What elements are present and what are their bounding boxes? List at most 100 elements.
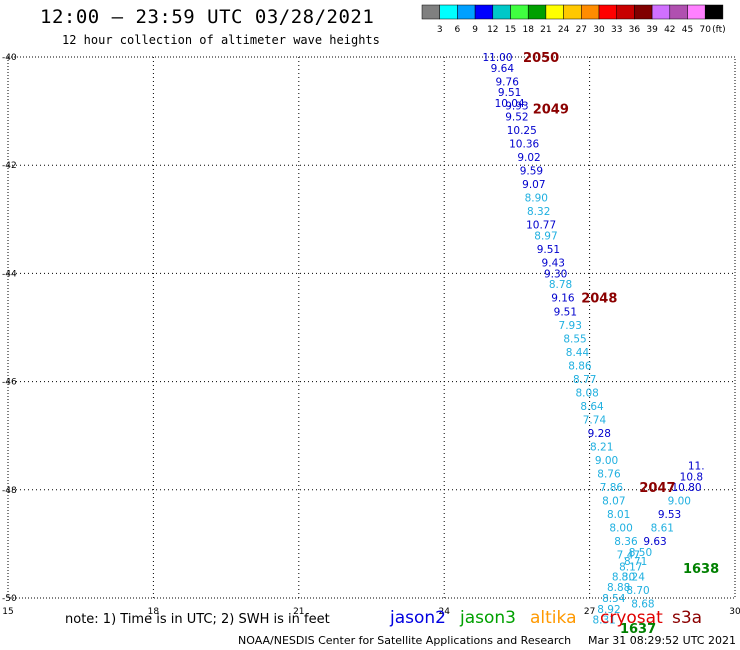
wave-height-label: 10.36 xyxy=(509,139,539,151)
wave-height-label: 9.30 xyxy=(544,268,567,280)
wave-height-label: 10.25 xyxy=(507,125,537,137)
wave-height-label: 7.93 xyxy=(559,320,582,332)
wave-height-label: 10.80 xyxy=(672,482,702,494)
plot-frame xyxy=(7,56,736,599)
legend-label: 15 xyxy=(505,25,516,35)
footer-timestamp: Mar 31 08:29:52 UTC 2021 xyxy=(588,634,736,647)
legend-label: 70 xyxy=(699,25,711,35)
legend-swatch xyxy=(704,4,724,20)
wave-height-label: 9.93 xyxy=(505,101,528,113)
legend-label: 9 xyxy=(472,25,478,35)
page-subtitle: 12 hour collection of altimeter wave hei… xyxy=(62,33,380,47)
x-tick-label: 30 xyxy=(729,607,740,617)
wave-height-label: 8.32 xyxy=(527,206,550,218)
wave-height-label: 8.61 xyxy=(651,523,674,535)
wave-height-label: 9.51 xyxy=(554,306,577,318)
y-tick-label: -40 xyxy=(2,53,17,63)
wave-height-label: 8.78 xyxy=(549,279,572,291)
wave-height-label: 8.88 xyxy=(607,582,630,594)
note-text: note: 1) Time is in UTC; 2) SWH is in fe… xyxy=(65,612,330,627)
wave-height-label: 9.59 xyxy=(520,166,543,178)
wave-height-label: 7.74 xyxy=(583,414,607,426)
wave-height-label: 8.64 xyxy=(580,401,604,413)
legend-label: 24 xyxy=(558,25,570,35)
wave-height-label: 8.00 xyxy=(609,523,632,535)
satellite-label-altika: altika xyxy=(530,608,577,628)
legend-label: 12 xyxy=(487,25,498,35)
wave-height-label: 8.92 xyxy=(597,604,620,616)
color-legend: 3 6 9 12 15 18 21 24 27 30 33 36 39 42 45 70 (ft) xyxy=(421,4,726,35)
legend-unit: (ft) xyxy=(712,25,726,35)
wave-height-label: 8.77 xyxy=(573,374,596,386)
pass-number-label: 2047 xyxy=(639,481,675,496)
x-tick-label: 27 xyxy=(584,607,595,617)
legend-label: 21 xyxy=(540,25,551,35)
pass-number-label: 1637 xyxy=(620,622,656,637)
wave-height-label: 8.17 xyxy=(619,562,642,574)
wave-height-label: 8.44 xyxy=(566,347,590,359)
wave-height-label: 11.00 xyxy=(482,52,512,64)
y-tick-label: -46 xyxy=(2,378,17,388)
wave-height-label: 8.71 xyxy=(624,556,647,568)
wave-height-label: 8.36 xyxy=(614,536,638,548)
x-tick-label: 15 xyxy=(2,607,13,617)
wave-height-label: 8.01 xyxy=(607,509,630,521)
wave-height-label: 10.77 xyxy=(526,220,556,232)
page-title: 12:00 – 23:59 UTC 03/28/2021 xyxy=(40,6,375,28)
legend-label: 3 xyxy=(437,25,443,35)
legend-label: 45 xyxy=(682,25,693,35)
x-tick-label: 21 xyxy=(293,607,304,617)
legend-label: 42 xyxy=(664,25,675,35)
wave-height-label: 11. xyxy=(688,460,705,472)
wave-height-label: 8.76 xyxy=(597,469,621,481)
x-tick-label: 24 xyxy=(438,607,450,617)
wave-height-label: 9.00 xyxy=(595,455,618,467)
legend-label: 18 xyxy=(522,25,534,35)
legend-label: 30 xyxy=(593,25,605,35)
pass-number-label: 2048 xyxy=(581,292,617,307)
wave-height-label: 9.43 xyxy=(542,258,565,270)
wave-height-label: 9.63 xyxy=(643,536,666,548)
legend-label: 39 xyxy=(646,25,658,35)
wave-height-label: 8.30 xyxy=(612,571,635,583)
wave-height-label: 8.50 xyxy=(629,547,652,559)
wave-height-label: 8.54 xyxy=(602,593,626,605)
wave-height-label: 9.76 xyxy=(496,76,520,88)
wave-height-label: 8.21 xyxy=(590,442,613,454)
satellite-label-cryosat: cryosat xyxy=(600,608,663,628)
wave-height-label: 7.86 xyxy=(600,482,624,494)
y-tick-label: -48 xyxy=(2,486,17,496)
legend-label: 27 xyxy=(576,25,587,35)
wave-height-label: 10.04 xyxy=(495,98,525,110)
wave-height-label: 8.31 xyxy=(592,615,615,627)
y-tick-label: -42 xyxy=(2,161,17,171)
wave-height-label: 9.02 xyxy=(517,152,540,164)
wave-height-label: 9.64 xyxy=(491,63,515,75)
wave-height-label: 9.51 xyxy=(537,244,560,256)
legend-label: 36 xyxy=(629,25,641,35)
satellite-label-jason2: jason2 xyxy=(390,608,446,628)
wave-height-label: 8.07 xyxy=(602,496,625,508)
wave-height-label: 8.68 xyxy=(631,598,654,610)
y-tick-label: -44 xyxy=(2,269,17,279)
wave-height-label: 9.16 xyxy=(551,293,575,305)
wave-height-label: 8.70 xyxy=(626,585,649,597)
pass-number-label: 2049 xyxy=(533,102,569,117)
wave-height-label: 8.86 xyxy=(568,360,592,372)
wave-height-label: 9.00 xyxy=(668,496,691,508)
satellite-label-s3a: s3a xyxy=(672,608,703,628)
satellite-label-jason3: jason3 xyxy=(460,608,516,628)
y-tick-label: -50 xyxy=(2,594,17,604)
wave-height-label: 8.90 xyxy=(525,193,548,205)
wave-height-label: 9.28 xyxy=(588,428,611,440)
wave-height-label: 8.55 xyxy=(563,333,586,345)
wave-height-label: 8.08 xyxy=(575,387,598,399)
wave-height-label: 9.53 xyxy=(658,509,681,521)
wave-height-label: 9.52 xyxy=(505,112,528,124)
wave-height-label: 8.97 xyxy=(534,231,557,243)
legend-label: 33 xyxy=(611,25,622,35)
legend-label: 6 xyxy=(455,25,461,35)
wave-height-label: 9.51 xyxy=(498,87,521,99)
